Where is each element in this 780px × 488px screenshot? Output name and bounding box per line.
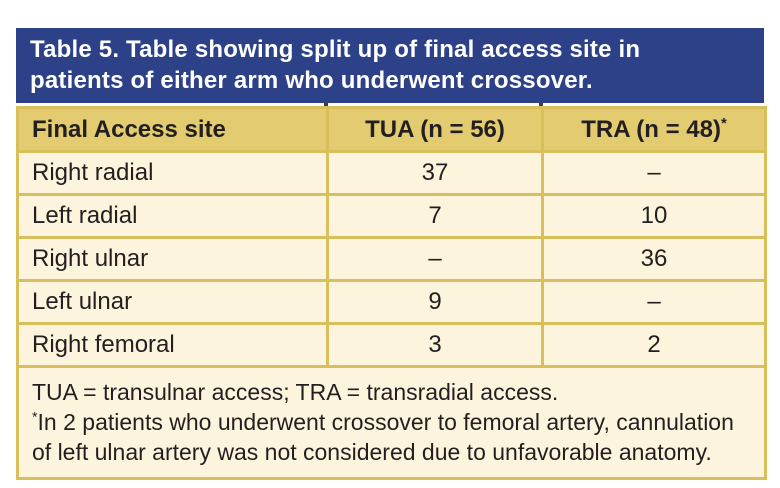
cell-tua-value: 3 [326,322,544,368]
table-footnotes: TUA = transulnar access; TRA = transradi… [16,365,767,480]
cell-tra-value: – [541,279,767,325]
table-row-right-ulnar: Right ulnar – 36 [16,236,767,282]
table-row-left-ulnar: Left ulnar 9 – [16,279,767,325]
cell-tua-value: – [326,236,544,282]
cell-tua-value: 9 [326,279,544,325]
caption-table-divider [16,103,764,106]
cell-tra-value: – [541,150,767,196]
cell-site: Right ulnar [16,236,329,282]
tra-footnote-marker: * [721,115,727,132]
access-site-table: Final Access site TUA (n = 56) TRA (n = … [16,106,767,480]
divider-tick [539,103,543,106]
footnote-abbreviations: TUA = transulnar access; TRA = transradi… [32,379,559,405]
cell-tra-value: 10 [541,193,767,239]
table-header-row: Final Access site TUA (n = 56) TRA (n = … [16,106,767,153]
table-row-right-femoral: Right femoral 3 2 [16,322,767,368]
footnote-marker: * [32,409,38,426]
table-caption: Table 5. Table showing split up of final… [16,28,764,103]
cell-tua-value: 7 [326,193,544,239]
column-header-tra-label: TRA (n = 48) [581,115,721,143]
table-footnotes-row: TUA = transulnar access; TRA = transradi… [16,365,767,480]
cell-tua-value: 37 [326,150,544,196]
caption-line-2: patients of either arm who underwent cro… [30,67,593,94]
cell-tra-value: 2 [541,322,767,368]
table-figure: Table 5. Table showing split up of final… [16,28,767,480]
table-row-right-radial: Right radial 37 – [16,150,767,196]
footnote-asterisk-note: *In 2 patients who underwent crossover t… [32,407,751,467]
column-header-tra: TRA (n = 48)* [541,106,767,153]
cell-site: Right femoral [16,322,329,368]
cell-site: Left ulnar [16,279,329,325]
cell-site: Right radial [16,150,329,196]
footnote-asterisk-text: In 2 patients who underwent crossover to… [32,409,734,465]
table-row-left-radial: Left radial 7 10 [16,193,767,239]
column-header-tua: TUA (n = 56) [326,106,544,153]
cell-tra-value: 36 [541,236,767,282]
divider-tick [324,103,328,106]
cell-site: Left radial [16,193,329,239]
column-header-final-access-site: Final Access site [16,106,329,153]
caption-line-1: Table 5. Table showing split up of final… [30,36,641,63]
